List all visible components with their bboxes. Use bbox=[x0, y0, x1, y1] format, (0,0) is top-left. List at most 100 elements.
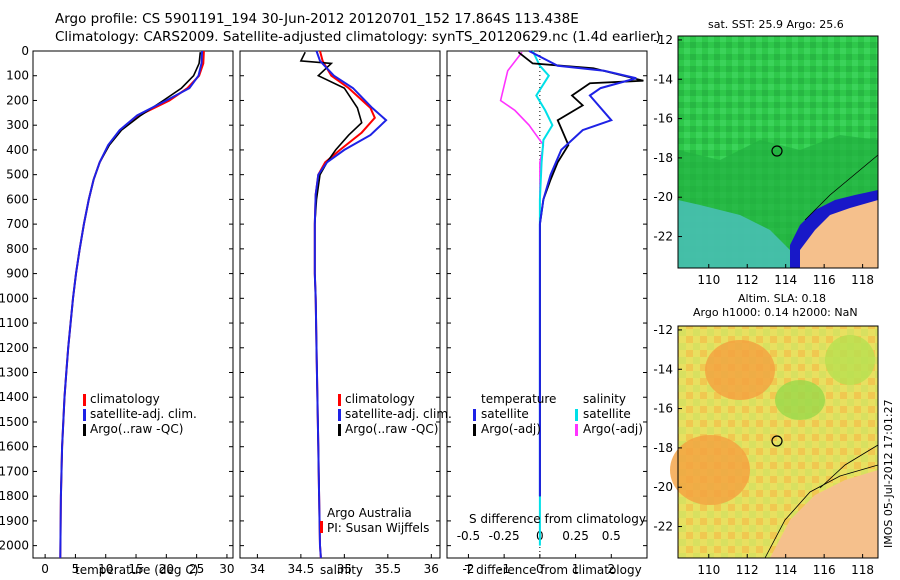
x-tick-label: 15 bbox=[128, 562, 143, 576]
x-tick-label: 35.5 bbox=[374, 562, 401, 576]
depth-tick-label: 100 bbox=[6, 69, 29, 83]
legend-swatch bbox=[83, 409, 86, 421]
depth-tick-label: 300 bbox=[6, 118, 29, 132]
x-tick-label: 30 bbox=[219, 562, 234, 576]
legend-swatch bbox=[83, 424, 86, 436]
temperature-panel-frame bbox=[32, 50, 234, 559]
imos-timestamp: IMOS 05-Jul-2012 17:01:27 bbox=[882, 399, 895, 548]
series-satellite bbox=[59, 50, 204, 559]
legend-swatch bbox=[575, 409, 578, 421]
salinity-xlabel: salinity bbox=[320, 563, 364, 577]
map-lon-label: 112 bbox=[736, 273, 759, 287]
map-lon-label: 112 bbox=[736, 563, 759, 577]
legend-swatch bbox=[83, 394, 86, 406]
map-lat-label: -22 bbox=[653, 520, 673, 534]
map-lon-label: 110 bbox=[697, 273, 720, 287]
legend-item-sal-satellite: satellite bbox=[583, 407, 631, 421]
depth-axis: 0 100 200 300 400 500 600 700 800 900 1000 1100 1200… bbox=[0, 44, 647, 553]
depth-tick-label: 1300 bbox=[0, 366, 29, 380]
depth-tick-label: 200 bbox=[6, 93, 29, 107]
x-tick-label: 1 bbox=[572, 562, 580, 576]
sst-map bbox=[677, 35, 879, 269]
depth-tick-label: 900 bbox=[6, 267, 29, 281]
legend-title-temperature: temperature bbox=[481, 392, 557, 406]
map-lat-label: -22 bbox=[653, 230, 673, 244]
map-lat-label: -20 bbox=[653, 190, 673, 204]
sla-map-title2: Argo h1000: 0.14 h2000: NaN bbox=[693, 306, 858, 319]
sla-map-title1: Altim. SLA: 0.18 bbox=[738, 292, 827, 305]
x-tick-label: 5 bbox=[72, 562, 80, 576]
map-lat-label: -20 bbox=[653, 480, 673, 494]
top-x-tick-label: 0.5 bbox=[602, 529, 621, 543]
map-lon-label: 118 bbox=[851, 273, 874, 287]
map-lat-label: -14 bbox=[653, 362, 673, 376]
legend-item-temp-satellite: satellite bbox=[481, 407, 529, 421]
credit-line1: Argo Australia bbox=[327, 506, 412, 520]
x-tick-label: 10 bbox=[98, 562, 113, 576]
top-x-tick-label: -0.25 bbox=[489, 529, 520, 543]
sla-map bbox=[670, 325, 879, 559]
difference-xlabel: T difference from climatology bbox=[465, 563, 642, 577]
depth-tick-label: 500 bbox=[6, 168, 29, 182]
legend-item-argo: Argo(..raw -QC) bbox=[90, 422, 184, 436]
legend-item-climatology: climatology bbox=[90, 392, 160, 406]
depth-tick-label: 1800 bbox=[0, 489, 29, 503]
map-lat-label: -18 bbox=[653, 441, 673, 455]
x-tick-label: 36 bbox=[424, 562, 439, 576]
map-lat-label: -18 bbox=[653, 151, 673, 165]
map-lat-label: -12 bbox=[653, 33, 673, 47]
map-lon-label: 110 bbox=[697, 563, 720, 577]
header-title-line2: Climatology: CARS2009. Satellite-adjuste… bbox=[55, 29, 661, 45]
x-tick-label: 0 bbox=[41, 562, 49, 576]
temperature-plot: 0 5 10 15 20 25 30 bbox=[41, 50, 235, 576]
map-lon-label: 114 bbox=[774, 563, 797, 577]
depth-tick-label: 400 bbox=[6, 143, 29, 157]
x-tick-label: 25 bbox=[189, 562, 204, 576]
map-lon-label: 114 bbox=[774, 273, 797, 287]
legend-item-argo: Argo(..raw -QC) bbox=[345, 422, 439, 436]
depth-tick-label: 1000 bbox=[0, 291, 29, 305]
x-tick-label: -1 bbox=[498, 562, 510, 576]
legend-title-salinity: salinity bbox=[583, 392, 627, 406]
series-climatology bbox=[59, 50, 205, 559]
depth-tick-label: 1900 bbox=[0, 514, 29, 528]
legend-item-sal-argo: Argo(-adj) bbox=[583, 422, 643, 436]
legend-swatch bbox=[575, 424, 578, 436]
depth-tick-label: 1700 bbox=[0, 464, 29, 478]
map-lon-label: 116 bbox=[813, 563, 836, 577]
depth-tick-label: 700 bbox=[6, 217, 29, 231]
x-tick-label: 34 bbox=[250, 562, 265, 576]
series-climatology bbox=[313, 50, 376, 559]
legend-swatch bbox=[338, 394, 341, 406]
x-tick-label: 20 bbox=[159, 562, 174, 576]
legend-item-satellite: satellite-adj. clim. bbox=[90, 407, 197, 421]
depth-tick-label: 0 bbox=[21, 44, 29, 58]
x-tick-label: -2 bbox=[462, 562, 474, 576]
depth-tick-label: 1600 bbox=[0, 440, 29, 454]
depth-tick-label: 800 bbox=[6, 242, 29, 256]
series-temp-satellite bbox=[528, 50, 637, 497]
top-x-tick-label: 0.25 bbox=[562, 529, 589, 543]
difference-toplabel: S difference from climatology bbox=[469, 512, 646, 526]
depth-tick-label: 1500 bbox=[0, 415, 29, 429]
map-lat-label: -14 bbox=[653, 72, 673, 86]
map-lat-label: -16 bbox=[653, 402, 673, 416]
map-lat-label: -12 bbox=[653, 323, 673, 337]
salinity-panel-frame bbox=[239, 50, 441, 559]
sst-map-title: sat. SST: 25.9 Argo: 25.6 bbox=[708, 18, 844, 31]
map-axes: -12 -14 -16 -18 -20 -22 110 112 114 116 118 -12 -14 -… bbox=[653, 33, 874, 577]
legend-item-satellite: satellite-adj. clim. bbox=[345, 407, 452, 421]
x-tick-label: 34.5 bbox=[288, 562, 315, 576]
map-lat-label: -16 bbox=[653, 112, 673, 126]
legend-swatch bbox=[338, 409, 341, 421]
depth-tick-label: 2000 bbox=[0, 539, 29, 553]
x-tick-label: 2 bbox=[607, 562, 615, 576]
depth-tick-label: 1400 bbox=[0, 390, 29, 404]
legend-swatch bbox=[320, 521, 323, 533]
map-lon-label: 116 bbox=[813, 273, 836, 287]
depth-tick-label: 600 bbox=[6, 192, 29, 206]
salinity-plot: 34 34.5 35 35.5 36 bbox=[250, 50, 439, 576]
credit-line2: PI: Susan Wijffels bbox=[327, 521, 430, 535]
